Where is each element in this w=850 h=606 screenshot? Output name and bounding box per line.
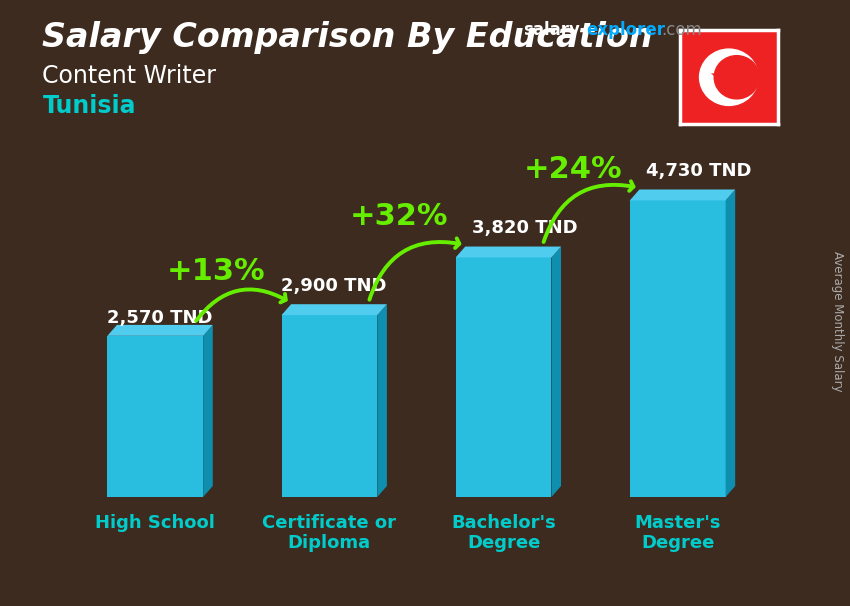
Text: Salary Comparison By Education: Salary Comparison By Education (42, 21, 653, 54)
Polygon shape (552, 247, 561, 497)
Text: Tunisia: Tunisia (42, 94, 136, 118)
Text: +13%: +13% (167, 257, 265, 286)
Text: 4,730 TND: 4,730 TND (646, 162, 752, 181)
Polygon shape (377, 304, 387, 497)
Polygon shape (281, 304, 387, 315)
FancyBboxPatch shape (456, 258, 552, 497)
Text: salary: salary (523, 21, 580, 39)
Text: 2,900 TND: 2,900 TND (280, 277, 386, 295)
Text: 3,820 TND: 3,820 TND (473, 219, 578, 238)
Text: +32%: +32% (350, 202, 448, 231)
Text: 2,570 TND: 2,570 TND (106, 308, 212, 327)
FancyBboxPatch shape (281, 315, 377, 497)
Circle shape (700, 49, 758, 105)
Polygon shape (726, 190, 735, 497)
Polygon shape (107, 325, 212, 336)
Polygon shape (456, 247, 561, 258)
FancyBboxPatch shape (630, 201, 726, 497)
Circle shape (714, 56, 759, 99)
Polygon shape (203, 325, 212, 497)
Text: Content Writer: Content Writer (42, 64, 217, 88)
Polygon shape (630, 190, 735, 201)
Text: +24%: +24% (524, 155, 622, 184)
Polygon shape (711, 65, 735, 87)
FancyBboxPatch shape (107, 336, 203, 497)
Text: explorer: explorer (586, 21, 666, 39)
Text: .com: .com (661, 21, 702, 39)
Text: Average Monthly Salary: Average Monthly Salary (830, 251, 844, 391)
